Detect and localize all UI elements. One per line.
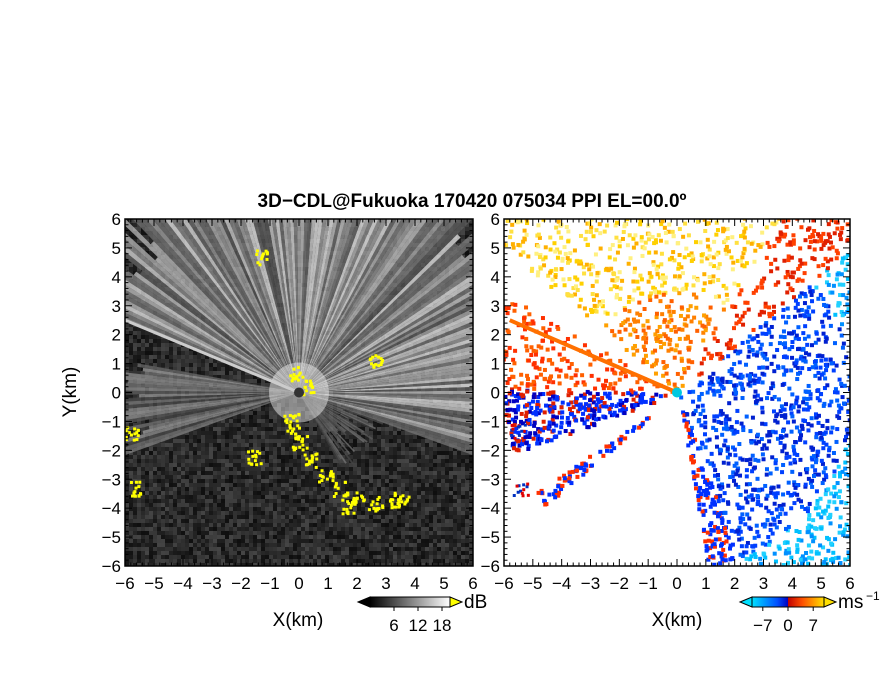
colorbar-tick-label: 12 [409, 616, 428, 635]
y-axis-label: Y(km) [60, 367, 81, 418]
x-tick-label: 6 [845, 574, 854, 593]
x-tick-label: −6 [115, 574, 134, 593]
x-tick-label: 3 [759, 574, 768, 593]
colorbar-over-arrow [823, 596, 838, 608]
y-tick-label: −5 [102, 528, 121, 547]
x-tick-label: 1 [323, 574, 332, 593]
x-tick-label: 2 [730, 574, 739, 593]
y-tick-label: 1 [491, 355, 500, 374]
x-tick-label: 1 [701, 574, 710, 593]
y-tick-label: −3 [481, 470, 500, 489]
y-tick-label: 4 [491, 268, 500, 287]
colorbar-tick-label: 6 [389, 616, 398, 635]
x-tick-label: −1 [260, 574, 279, 593]
x-tick-label: −2 [610, 574, 629, 593]
x-tick-label: −6 [494, 574, 513, 593]
x-tick-label: 4 [788, 574, 797, 593]
x-tick-label: −5 [144, 574, 163, 593]
colorbar-unit-db: dB [464, 592, 487, 613]
x-tick-label: 5 [439, 574, 448, 593]
y-tick-label: 4 [112, 268, 121, 287]
y-tick-label: −1 [102, 412, 121, 431]
x-tick-label: 4 [410, 574, 419, 593]
y-tick-label: −6 [481, 557, 500, 576]
y-tick-label: −5 [481, 528, 500, 547]
x-tick-label: −3 [202, 574, 221, 593]
x-tick-label: −5 [523, 574, 542, 593]
colorbar-under-arrow [738, 596, 753, 608]
y-tick-label: 2 [491, 326, 500, 345]
x-tick-label: 5 [816, 574, 825, 593]
y-tick-label: −4 [481, 499, 500, 518]
reflectivity-colorbar: 6 12 18 dB [356, 592, 487, 635]
y-tick-label: −2 [102, 441, 121, 460]
x-tick-label: −4 [552, 574, 571, 593]
colorbar-tick-label: 7 [808, 616, 817, 635]
x-tick-label: 0 [672, 574, 681, 593]
y-tick-label: 1 [112, 355, 121, 374]
x-tick-label: −4 [173, 574, 192, 593]
y-tick-label: −4 [102, 499, 121, 518]
y-tick-label: −1 [481, 412, 500, 431]
x-tick-label: 3 [381, 574, 390, 593]
colorbar-tick-label: 18 [433, 616, 452, 635]
colorbar-unit-exponent: −1 [866, 589, 880, 603]
y-tick-label: −2 [481, 441, 500, 460]
chart-title: 3D−CDL@Fukuoka 170420 075034 PPI EL=00.0… [258, 191, 687, 212]
y-tick-label: 3 [491, 297, 500, 316]
colorbar-under-arrow [356, 596, 371, 608]
y-tick-label: −6 [102, 557, 121, 576]
colorbar-gradient [369, 596, 451, 608]
y-tick-label: 5 [491, 239, 500, 258]
x-tick-label: −3 [581, 574, 600, 593]
y-tick-label: 0 [112, 384, 121, 403]
y-tick-label: 0 [491, 384, 500, 403]
x-axis-label-right: X(km) [652, 610, 703, 631]
x-tick-label: −1 [638, 574, 657, 593]
x-tick-label: 6 [468, 574, 477, 593]
y-tick-label: 5 [112, 239, 121, 258]
velocity-colorbar: −7 0 7 ms −1 [738, 589, 880, 635]
y-tick-label: 6 [112, 210, 121, 229]
colorbar-gradient [751, 596, 825, 608]
y-tick-label: −3 [102, 470, 121, 489]
y-tick-label: 6 [491, 210, 500, 229]
x-tick-label: 0 [294, 574, 303, 593]
x-tick-label: 2 [352, 574, 361, 593]
colorbar-over-arrow [449, 596, 464, 608]
y-tick-label: 3 [112, 297, 121, 316]
colorbar-unit-ms: ms [838, 592, 863, 613]
colorbar-tick-label: −7 [753, 616, 772, 635]
x-axis-label-left: X(km) [273, 610, 324, 631]
y-tick-label: 2 [112, 326, 121, 345]
x-tick-label: −2 [231, 574, 250, 593]
colorbar-tick-label: 0 [783, 616, 792, 635]
